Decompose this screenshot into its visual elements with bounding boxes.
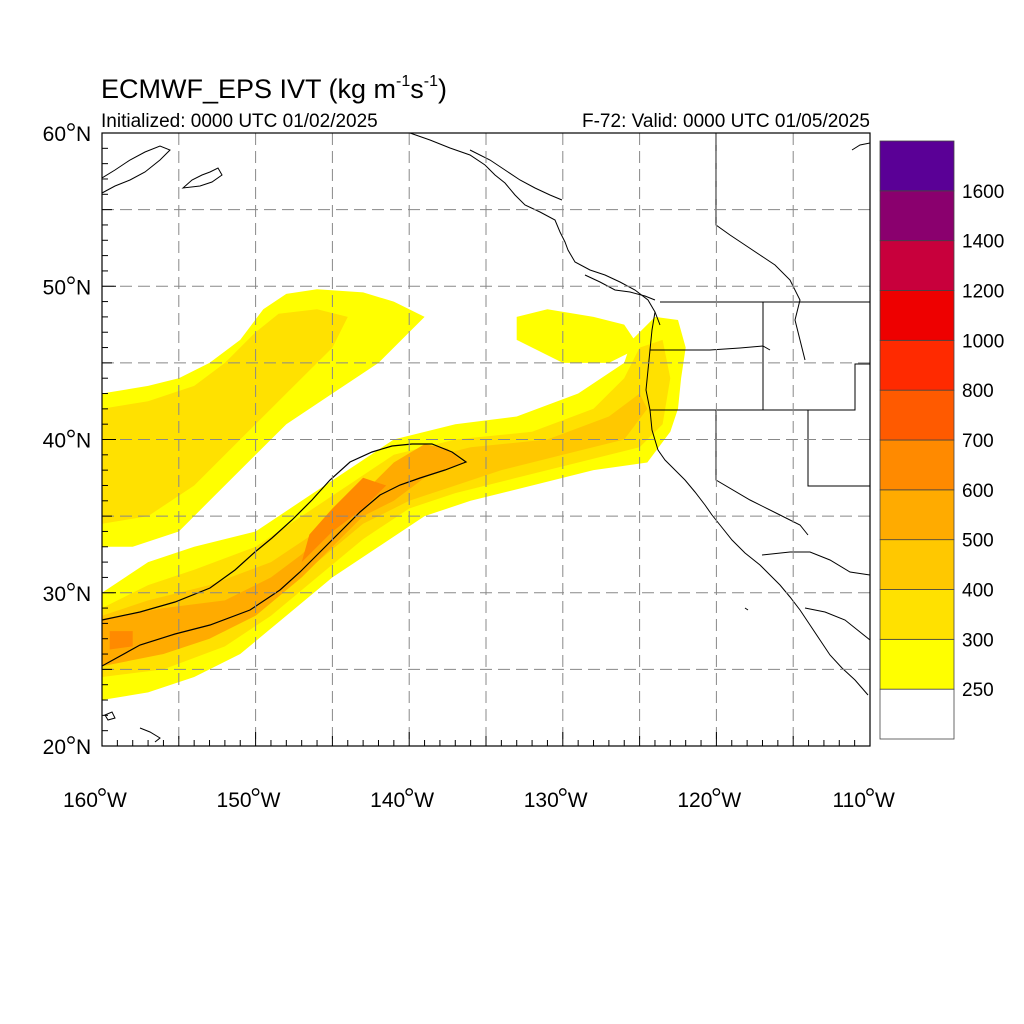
ivt-region-600-7 <box>109 631 133 650</box>
map-panel <box>101 132 871 747</box>
lon-hemisphere: W <box>107 789 127 812</box>
valid-time-subtitle: F-72: Valid: 0000 UTC 01/05/2025 <box>582 111 870 132</box>
colorbar-swatch <box>879 339 955 391</box>
degree-icon <box>405 788 414 796</box>
lat-hemisphere: N <box>76 583 91 606</box>
degree-icon <box>67 429 75 438</box>
degree-icon <box>67 582 75 591</box>
lon-label-160: 160 <box>63 789 98 812</box>
ivt-region-250-2 <box>516 309 640 363</box>
ivt-region-600-8 <box>301 477 387 563</box>
coastline-and-borders <box>102 133 870 743</box>
colorbar-swatch <box>879 240 955 291</box>
colorbar-label-600: 600 <box>962 481 994 502</box>
tick-marks <box>101 132 871 747</box>
colorbar-label-500: 500 <box>962 531 994 552</box>
graticule <box>102 133 870 746</box>
degree-icon <box>67 736 75 744</box>
lon-label-group: 120 W <box>677 788 741 812</box>
colorbar-swatch <box>879 539 955 590</box>
lat-hemisphere: N <box>76 736 91 759</box>
lat-label-20: 20 <box>43 736 66 759</box>
chart-title: ECMWF_EPS IVT (kg m-1s-1) <box>101 73 447 104</box>
colorbar-swatch <box>879 389 955 441</box>
lon-label-group: 150 W <box>217 788 281 812</box>
lon-label-group: 110 W <box>833 788 895 812</box>
ivt-shading-layer <box>102 289 686 700</box>
lon-hemisphere: W <box>414 789 434 812</box>
colorbar-swatch <box>879 439 955 491</box>
colorbar-label-1200: 1200 <box>962 282 1004 303</box>
contour-500 <box>102 443 468 667</box>
colorbar-label-1400: 1400 <box>962 232 1004 253</box>
lon-label-130: 130 <box>524 789 559 812</box>
colorbar-swatch <box>879 190 955 242</box>
degree-icon <box>67 123 75 131</box>
lat-hemisphere: N <box>76 276 91 299</box>
colorbar-label-250: 250 <box>962 680 994 701</box>
degree-icon <box>67 276 75 285</box>
lon-hemisphere: W <box>261 789 281 812</box>
longitude-labels: 160 W 150 W 140 W 130 W 120 W 110 W <box>63 788 895 812</box>
colorbar-swatch <box>879 489 955 541</box>
lat-label-50: 50 <box>43 276 66 299</box>
lon-hemisphere: W <box>721 789 741 812</box>
lat-hemisphere: N <box>76 430 91 453</box>
colorbar-label-300: 300 <box>962 630 994 651</box>
degree-icon <box>98 788 106 796</box>
colorbar-swatch <box>879 589 955 640</box>
colorbar-label-1000: 1000 <box>962 331 1004 352</box>
colorbar-label-700: 700 <box>962 431 994 452</box>
degree-icon <box>251 788 260 796</box>
lat-label-30: 30 <box>43 583 66 606</box>
lat-label-40: 40 <box>43 430 66 453</box>
colorbar-swatch <box>879 688 955 740</box>
lon-label-140: 140 <box>370 789 405 812</box>
lat-label-60: 60 <box>43 123 66 146</box>
lon-hemisphere: W <box>875 789 895 812</box>
init-time-subtitle: Initialized: 0000 UTC 01/02/2025 <box>101 111 378 132</box>
lon-hemisphere: W <box>568 789 588 812</box>
lon-label-110: 110 <box>833 789 866 812</box>
latitude-labels: 60 N 50 N 40 N 30 N 20 N <box>43 123 92 759</box>
degree-icon <box>558 788 567 796</box>
colorbar-label-800: 800 <box>962 381 994 402</box>
colorbar-swatch <box>879 290 955 341</box>
colorbar: 250 300 400 500 600 700 800 1000 1200 1400 1600 <box>879 140 1004 740</box>
lon-label-120: 120 <box>677 789 712 812</box>
lon-label-group: 160 W <box>63 788 127 812</box>
colorbar-label-1600: 1600 <box>962 182 1004 203</box>
lon-label-group: 130 W <box>524 788 588 812</box>
colorbar-swatch <box>879 140 955 192</box>
colorbar-swatch <box>879 638 955 690</box>
lon-label-150: 150 <box>217 789 252 812</box>
degree-icon <box>866 788 874 796</box>
lon-label-group: 140 W <box>370 788 434 812</box>
ivt-region-500-6 <box>102 444 463 667</box>
degree-icon <box>712 788 721 796</box>
lat-hemisphere: N <box>76 123 91 146</box>
colorbar-label-400: 400 <box>962 581 994 602</box>
